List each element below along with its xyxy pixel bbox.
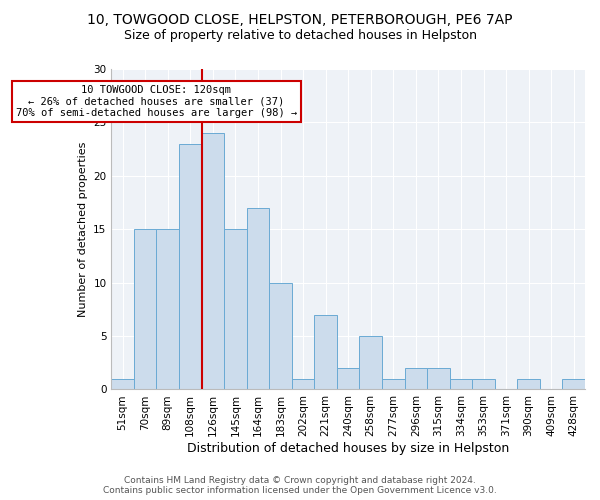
Bar	[134, 229, 157, 390]
Bar	[179, 144, 202, 390]
X-axis label: Distribution of detached houses by size in Helpston: Distribution of detached houses by size …	[187, 442, 509, 455]
Bar	[157, 229, 179, 390]
Bar	[337, 368, 359, 390]
Text: Size of property relative to detached houses in Helpston: Size of property relative to detached ho…	[124, 29, 476, 42]
Bar	[517, 379, 540, 390]
Bar	[427, 368, 449, 390]
Bar	[404, 368, 427, 390]
Text: Contains HM Land Registry data © Crown copyright and database right 2024.
Contai: Contains HM Land Registry data © Crown c…	[103, 476, 497, 495]
Bar	[449, 379, 472, 390]
Bar	[247, 208, 269, 390]
Text: 10 TOWGOOD CLOSE: 120sqm
← 26% of detached houses are smaller (37)
70% of semi-d: 10 TOWGOOD CLOSE: 120sqm ← 26% of detach…	[16, 85, 297, 118]
Bar	[112, 379, 134, 390]
Bar	[269, 282, 292, 390]
Text: 10, TOWGOOD CLOSE, HELPSTON, PETERBOROUGH, PE6 7AP: 10, TOWGOOD CLOSE, HELPSTON, PETERBOROUG…	[87, 12, 513, 26]
Bar	[562, 379, 585, 390]
Bar	[314, 314, 337, 390]
Y-axis label: Number of detached properties: Number of detached properties	[77, 142, 88, 317]
Bar	[472, 379, 495, 390]
Bar	[292, 379, 314, 390]
Bar	[224, 229, 247, 390]
Bar	[382, 379, 404, 390]
Bar	[359, 336, 382, 390]
Bar	[202, 133, 224, 390]
